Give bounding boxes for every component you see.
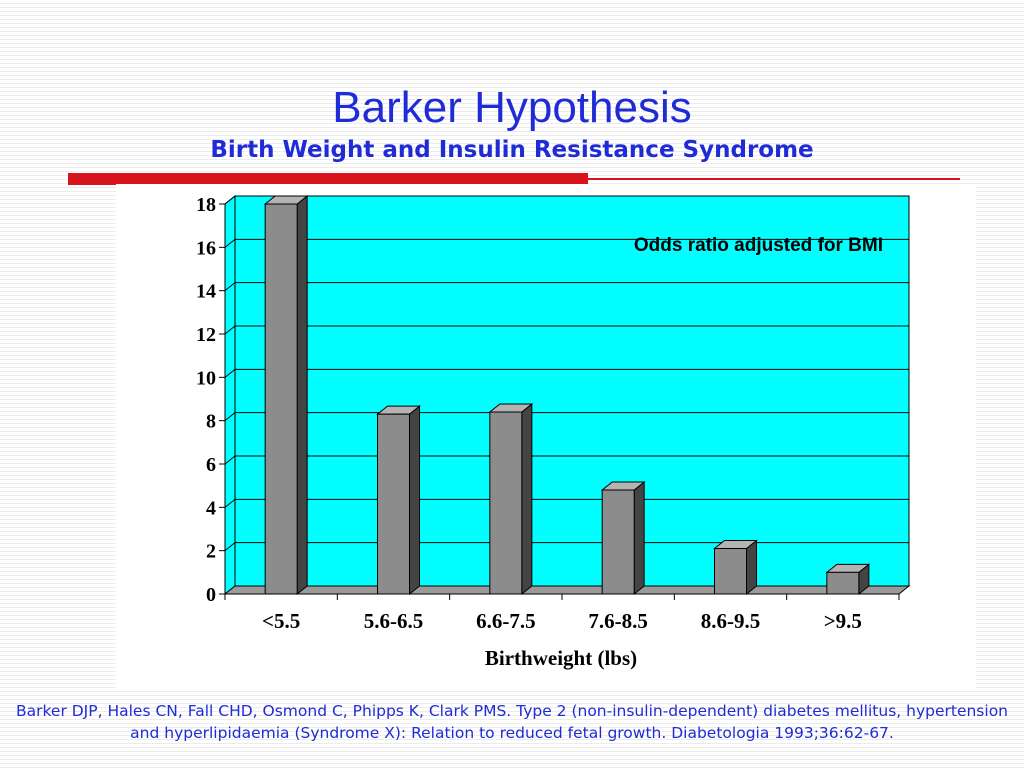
gridline: [224, 195, 909, 205]
gridline: [224, 498, 909, 508]
bar-side: [633, 480, 645, 596]
bar: [601, 489, 635, 595]
slide-subtitle: Birth Weight and Insulin Resistance Synd…: [210, 137, 814, 163]
bar-side: [296, 194, 308, 596]
bar: [377, 413, 410, 595]
plot-side-wall: [224, 194, 236, 596]
x-tick-label: <5.5: [262, 609, 300, 633]
bar-side: [409, 405, 420, 596]
x-tick-label: >9.5: [824, 609, 862, 633]
slide-title: Barker Hypothesis: [332, 83, 692, 132]
plot-back-wall: [234, 195, 910, 587]
gridline: [224, 412, 909, 422]
title-accent-bar: [68, 173, 588, 185]
citation: Barker DJP, Hales CN, Fall CHD, Osmond C…: [15, 702, 1008, 742]
y-tick-label: 14: [196, 281, 216, 303]
y-tick-label: 2: [206, 541, 216, 563]
y-tick-label: 4: [206, 497, 216, 519]
y-tick-label: 8: [206, 411, 216, 433]
gridline: [224, 238, 909, 248]
y-tick-label: 6: [206, 454, 216, 476]
y-tick-label: 18: [196, 194, 216, 216]
bar: [489, 411, 523, 595]
chart-panel: 0 2 4 6 8 10 12 14 16 18 <5.5 5.6-6.5 6.6-7.5 7.6-8.5…: [116, 184, 976, 689]
y-tick-label: 16: [196, 237, 216, 259]
bar-side: [521, 402, 533, 596]
odds-ratio-bar-chart: 0 2 4 6 8 10 12 14 16 18 <5.5 5.6-6.5 6.6-7.5 7.6-8.5…: [196, 194, 911, 670]
y-tick-label: 0: [206, 584, 216, 606]
chart-annotation: Odds ratio adjusted for BMI: [634, 235, 883, 256]
x-tick-label: 6.6-7.5: [476, 609, 536, 633]
plot-floor: [223, 585, 911, 595]
gridline: [224, 282, 909, 292]
bar: [826, 571, 860, 595]
gridline: [224, 368, 909, 378]
bar: [714, 548, 747, 595]
x-tick-label: 5.6-6.5: [364, 609, 424, 633]
y-tick-label: 12: [196, 324, 216, 346]
bar: [264, 203, 298, 595]
x-tick-label: 8.6-9.5: [701, 609, 761, 633]
title-accent-line: [588, 178, 960, 180]
x-tick-label: 7.6-8.5: [588, 609, 648, 633]
gridline: [224, 542, 909, 552]
bar-side: [746, 539, 757, 596]
gridline: [224, 455, 909, 465]
x-axis-title: Birthweight (lbs): [485, 646, 637, 670]
y-tick-label: 10: [196, 367, 216, 389]
gridline: [224, 325, 909, 335]
